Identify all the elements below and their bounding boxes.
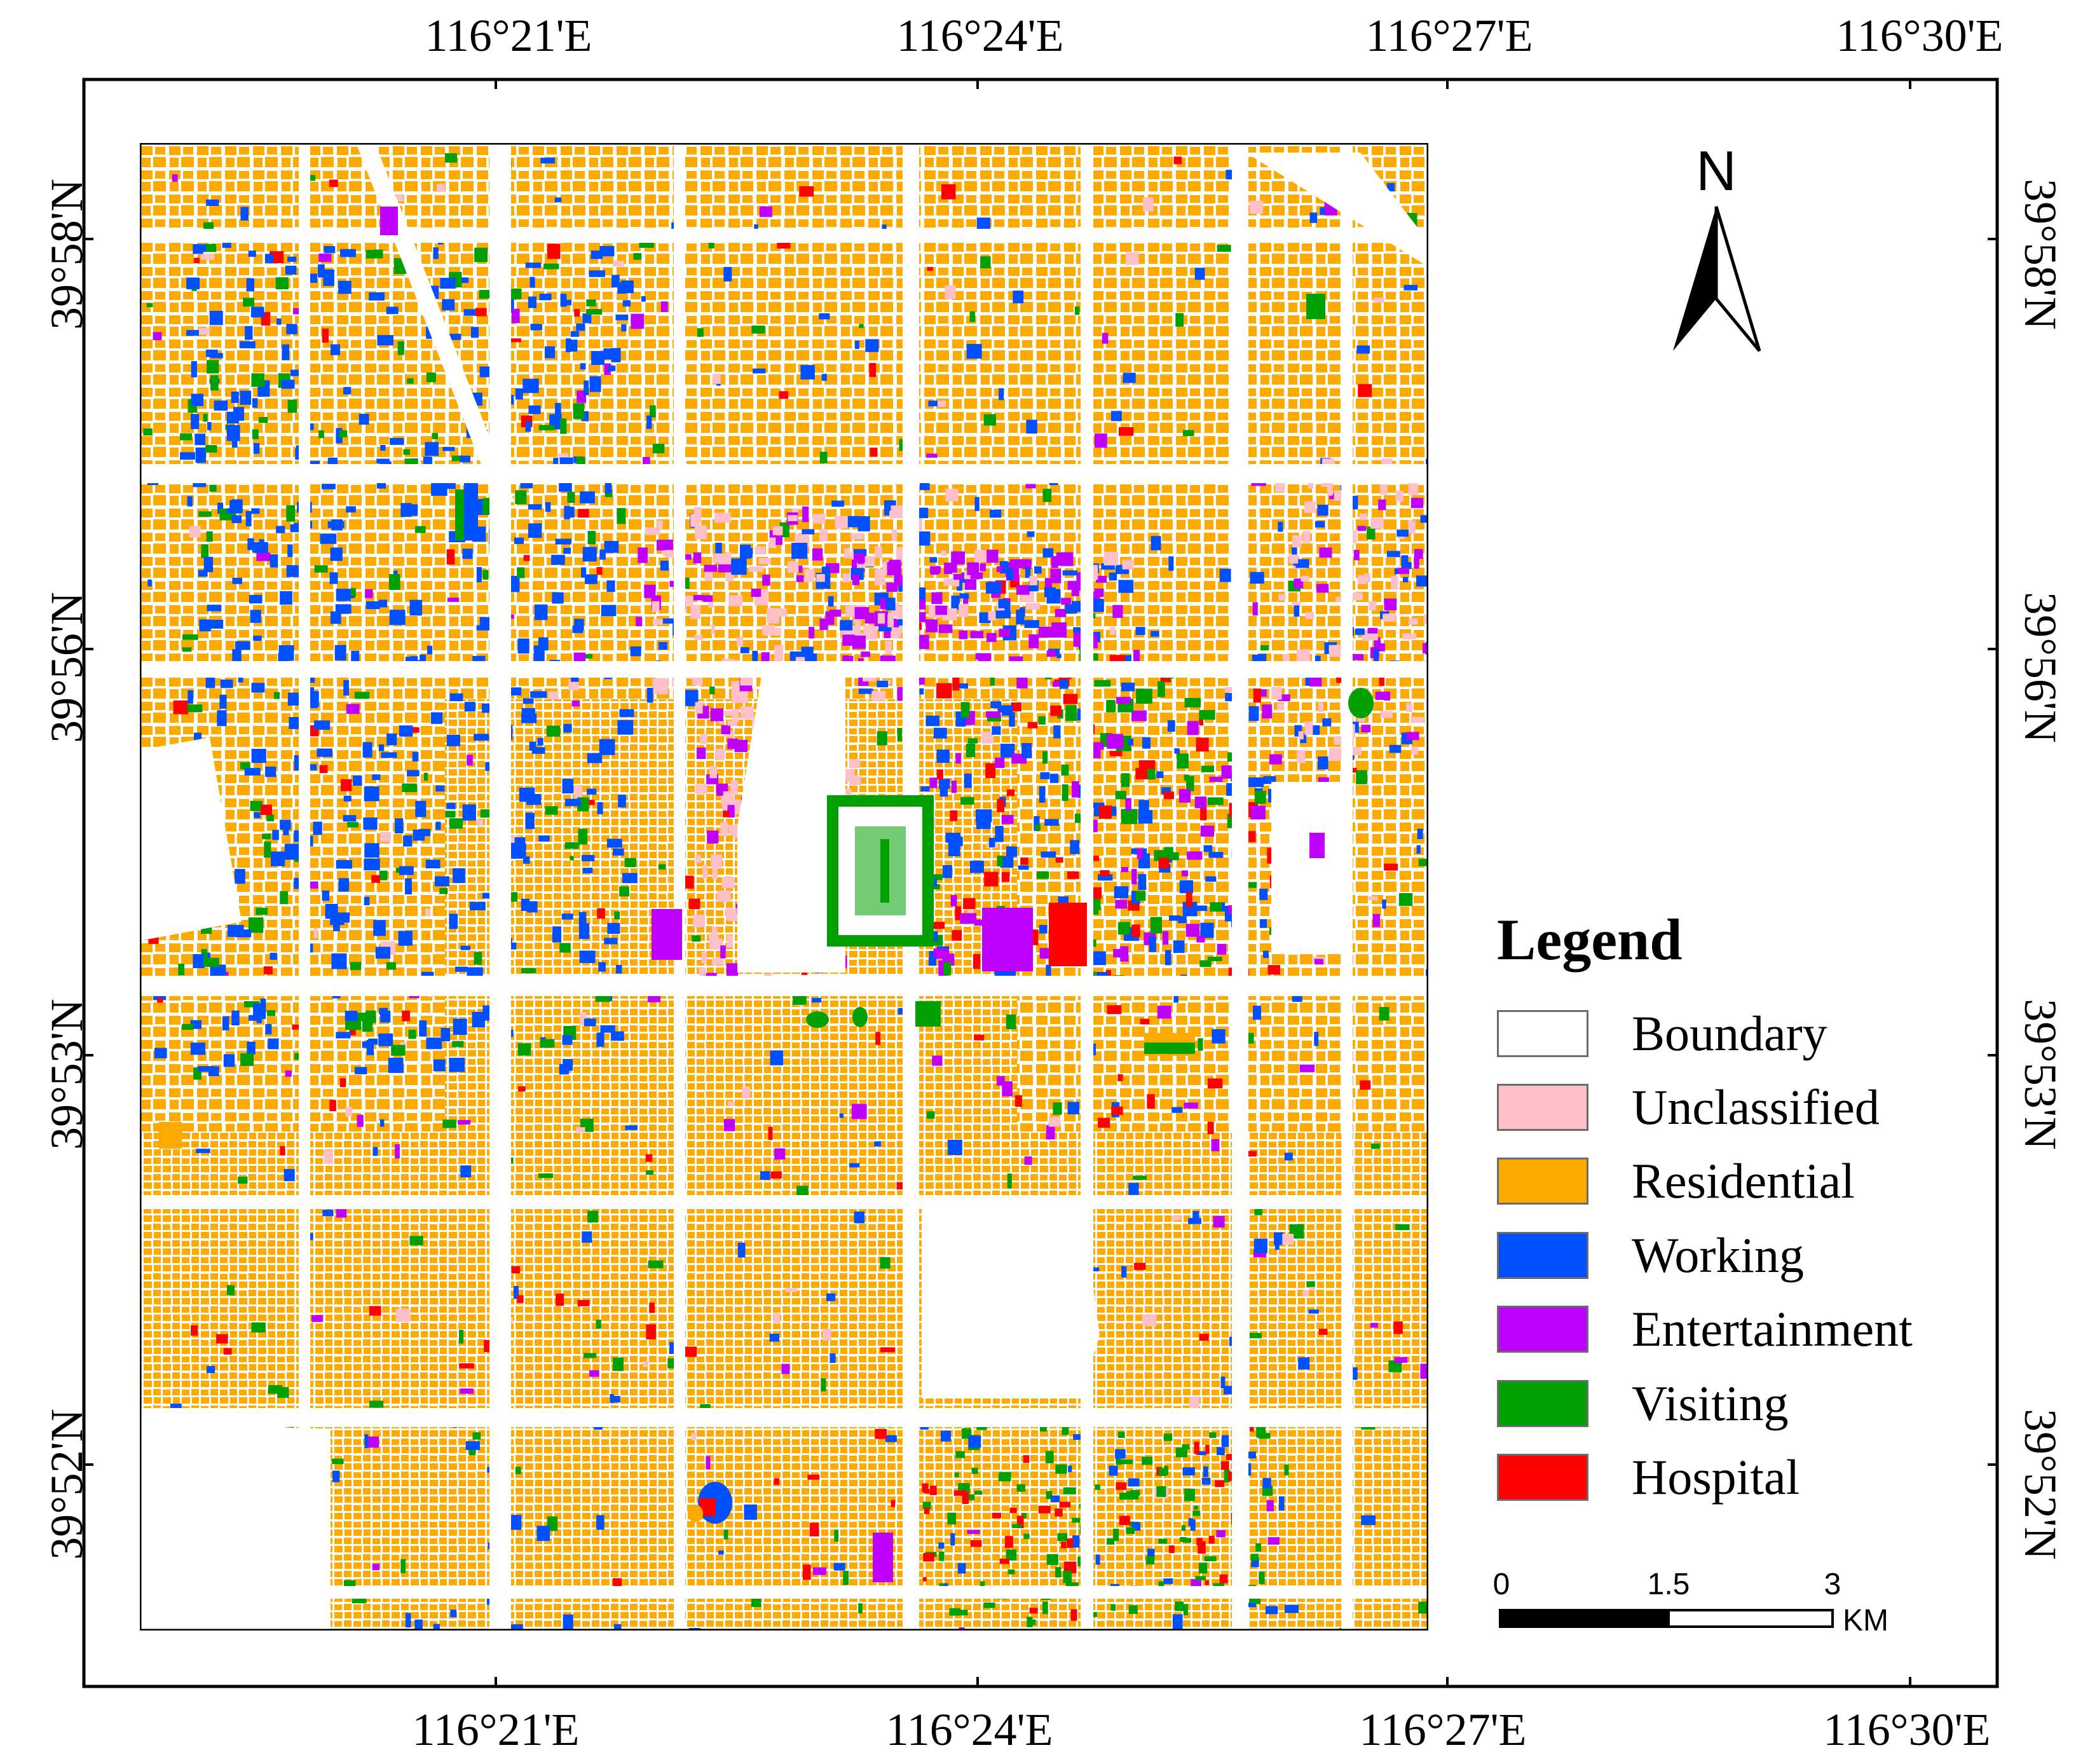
- legend-label-entertainment: Entertainment: [1632, 1301, 1913, 1357]
- left-lat-label-3: 39°53'N: [41, 999, 92, 1150]
- legend-label-visiting: Visiting: [1632, 1376, 1789, 1431]
- legend-swatch-hospital: [1497, 1454, 1588, 1501]
- right-lat-label-4: 39°52'N: [2015, 1409, 2066, 1560]
- legend-label-boundary: Boundary: [1632, 1006, 1827, 1061]
- bottom-lon-label-1: 116°21'E: [412, 1704, 580, 1755]
- top-lon-label-4: 116°30'E: [1836, 10, 2004, 61]
- top-lon-label-1: 116°21'E: [425, 10, 592, 61]
- legend-label-hospital: Hospital: [1632, 1449, 1800, 1505]
- legend-label-unclassified: Unclassified: [1632, 1079, 1880, 1135]
- legend-label-residential: Residential: [1632, 1153, 1855, 1208]
- legend-item-residential: Residential: [1497, 1153, 1855, 1208]
- scale-tick-0: 0: [1492, 1568, 1510, 1601]
- legend-item-working: Working: [1497, 1227, 1805, 1283]
- graticule-ticks: [84, 79, 1997, 1686]
- legend-item-entertainment: Entertainment: [1497, 1301, 1913, 1357]
- open-areas: [140, 667, 1341, 1631]
- left-lat-label-2: 39°56'N: [41, 592, 92, 743]
- legend-item-visiting: Visiting: [1497, 1376, 1789, 1431]
- bottom-lon-label-4: 116°30'E: [1823, 1704, 1991, 1755]
- top-lon-label-3: 116°27'E: [1365, 10, 1533, 61]
- map-frame: [140, 143, 1428, 1631]
- forbidden-city: [827, 795, 934, 947]
- left-lat-label-1: 39°58'N: [41, 179, 92, 330]
- right-lat-label-2: 39°56'N: [2015, 592, 2066, 743]
- scale-bar: [1499, 1609, 1834, 1628]
- legend-swatch-boundary: [1497, 1010, 1588, 1057]
- scale-tick-1-5: 1.5: [1647, 1568, 1690, 1601]
- legend-swatch-unclassified: [1497, 1084, 1588, 1131]
- legend-swatch-entertainment: [1497, 1306, 1588, 1353]
- outer-neatline: [82, 78, 1999, 1688]
- legend-item-boundary: Boundary: [1497, 1006, 1827, 1061]
- legend-swatch-residential: [1497, 1158, 1588, 1205]
- scale-tick-3: 3: [1824, 1568, 1841, 1601]
- legend-item-unclassified: Unclassified: [1497, 1079, 1880, 1135]
- left-lat-label-4: 39°52'N: [41, 1409, 92, 1560]
- right-lat-label-3: 39°53'N: [2015, 999, 2066, 1150]
- top-lon-label-2: 116°24'E: [896, 10, 1064, 61]
- bottom-lon-label-2: 116°24'E: [885, 1704, 1053, 1755]
- bottom-lon-label-3: 116°27'E: [1359, 1704, 1527, 1755]
- north-letter: N: [1696, 139, 1737, 202]
- legend-swatch-working: [1497, 1232, 1588, 1279]
- legend-title: Legend: [1497, 907, 1683, 972]
- right-lat-label-1: 39°58'N: [2015, 179, 2066, 330]
- legend-label-working: Working: [1632, 1227, 1805, 1283]
- scale-unit: KM: [1843, 1604, 1888, 1638]
- legend-item-hospital: Hospital: [1497, 1449, 1800, 1505]
- legend-swatch-visiting: [1497, 1380, 1588, 1427]
- north-arrow-icon: [1673, 206, 1761, 352]
